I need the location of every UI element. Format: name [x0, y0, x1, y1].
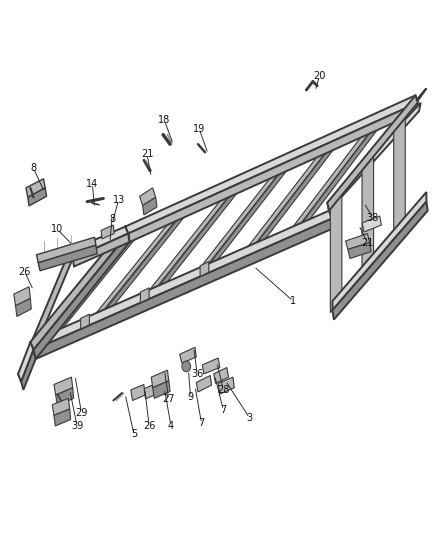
Polygon shape [346, 233, 370, 249]
Polygon shape [152, 381, 170, 398]
Text: 26: 26 [18, 267, 31, 277]
Polygon shape [144, 382, 160, 399]
Polygon shape [362, 216, 381, 232]
Text: 21: 21 [141, 149, 153, 159]
Polygon shape [96, 194, 197, 313]
Polygon shape [248, 134, 345, 254]
Polygon shape [73, 233, 130, 266]
Polygon shape [14, 287, 30, 306]
Polygon shape [18, 251, 73, 382]
Text: 13: 13 [113, 195, 125, 205]
Text: 8: 8 [30, 163, 36, 173]
Polygon shape [101, 225, 114, 239]
Text: 27: 27 [162, 394, 175, 405]
Polygon shape [28, 188, 46, 206]
Text: 21: 21 [361, 238, 374, 247]
Text: 1: 1 [290, 296, 296, 306]
Polygon shape [218, 377, 234, 394]
Polygon shape [56, 387, 74, 406]
Text: 7: 7 [198, 418, 205, 429]
Text: 8: 8 [109, 214, 115, 224]
Polygon shape [202, 358, 220, 374]
Polygon shape [128, 103, 419, 242]
Text: 19: 19 [193, 124, 205, 134]
Text: 38: 38 [367, 213, 379, 223]
Text: 5: 5 [131, 429, 137, 439]
Text: 9: 9 [187, 392, 194, 402]
Text: 26: 26 [143, 421, 155, 431]
Polygon shape [332, 201, 427, 320]
Polygon shape [201, 156, 298, 275]
Text: 18: 18 [158, 115, 170, 125]
Polygon shape [248, 127, 345, 246]
Polygon shape [15, 298, 31, 317]
Text: 29: 29 [75, 408, 88, 418]
Polygon shape [30, 211, 332, 350]
Polygon shape [180, 348, 196, 364]
Polygon shape [36, 237, 96, 263]
Polygon shape [54, 377, 73, 395]
Polygon shape [332, 88, 426, 197]
Polygon shape [140, 188, 155, 205]
Text: 39: 39 [71, 421, 83, 431]
Polygon shape [54, 409, 71, 426]
Polygon shape [348, 243, 371, 259]
Polygon shape [45, 223, 148, 343]
Polygon shape [394, 115, 405, 233]
Polygon shape [96, 201, 197, 321]
Polygon shape [26, 179, 45, 197]
Polygon shape [30, 227, 128, 350]
Polygon shape [327, 95, 418, 211]
Text: 7: 7 [220, 405, 226, 415]
Polygon shape [293, 108, 389, 227]
Polygon shape [21, 350, 35, 390]
Polygon shape [33, 233, 130, 359]
Polygon shape [52, 398, 70, 415]
Polygon shape [362, 155, 374, 273]
Polygon shape [140, 288, 149, 303]
Polygon shape [150, 177, 249, 297]
Polygon shape [33, 219, 333, 359]
Polygon shape [201, 148, 298, 267]
Text: 14: 14 [86, 179, 99, 189]
Text: 20: 20 [313, 71, 325, 81]
Polygon shape [293, 115, 389, 235]
Polygon shape [150, 171, 249, 289]
Polygon shape [143, 197, 157, 215]
Polygon shape [196, 375, 212, 392]
Polygon shape [38, 245, 97, 271]
Polygon shape [330, 195, 342, 313]
Text: 36: 36 [191, 369, 203, 379]
Text: 28: 28 [217, 385, 230, 395]
Polygon shape [332, 192, 426, 310]
Polygon shape [125, 95, 418, 233]
Polygon shape [70, 227, 128, 259]
Polygon shape [151, 370, 169, 387]
Polygon shape [214, 368, 229, 383]
Text: 4: 4 [168, 421, 174, 431]
Polygon shape [131, 384, 145, 400]
Circle shape [182, 361, 191, 372]
Polygon shape [45, 216, 148, 335]
Text: 10: 10 [51, 224, 64, 235]
Polygon shape [18, 342, 33, 382]
Polygon shape [200, 262, 209, 277]
Text: 3: 3 [247, 413, 253, 423]
Polygon shape [81, 314, 89, 329]
Polygon shape [327, 103, 421, 211]
